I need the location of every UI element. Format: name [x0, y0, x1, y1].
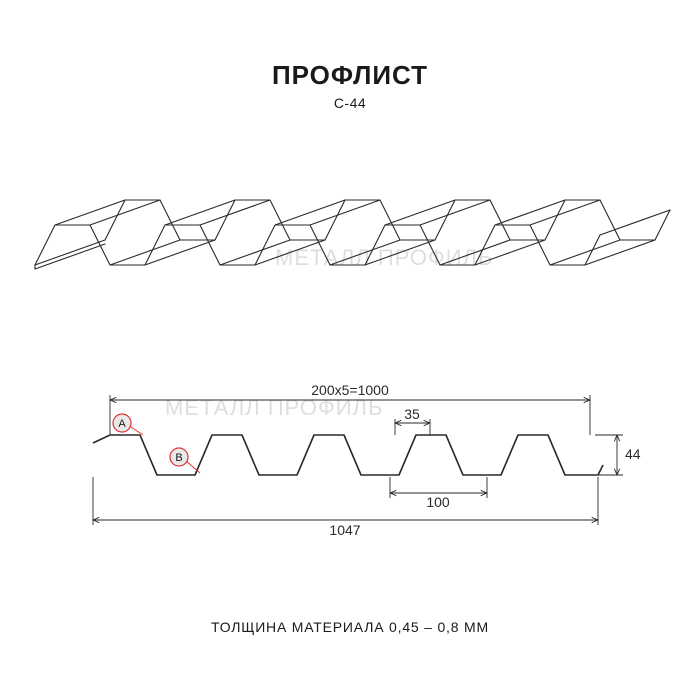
technical-drawing: A B 200x5=1000 35 44 100 1047	[55, 375, 645, 545]
footer-note: ТОЛЩИНА МАТЕРИАЛА 0,45 – 0,8 ММ	[0, 619, 700, 635]
dim-module: 200x5=1000	[311, 382, 389, 398]
marker-b-label: B	[175, 452, 182, 464]
title-block: ПРОФЛИСТ С-44	[0, 60, 700, 111]
dim-overall: 1047	[329, 522, 360, 538]
dim-height: 44	[625, 446, 641, 462]
isometric-view	[25, 150, 675, 310]
page-subtitle: С-44	[0, 95, 700, 111]
page-title: ПРОФЛИСТ	[0, 60, 700, 91]
dim-bottom-small: 100	[426, 494, 450, 510]
technical-svg: A B 200x5=1000 35 44 100 1047	[55, 375, 645, 545]
dim-top-small: 35	[404, 406, 420, 422]
marker-a-label: A	[118, 418, 126, 430]
isometric-svg	[25, 150, 675, 310]
